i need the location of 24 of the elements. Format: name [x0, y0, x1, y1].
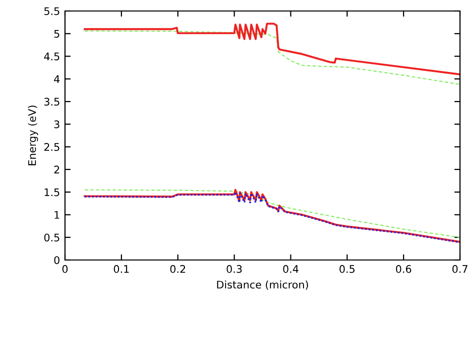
line-series — [84, 30, 460, 85]
y-tick-label: 1 — [54, 211, 60, 219]
y-tick-label: 0.5 — [44, 234, 60, 242]
line-series — [84, 22, 460, 76]
x-tick-label: 0 — [62, 265, 68, 273]
y-axis-title: Energy (eV) — [28, 106, 38, 166]
x-tick-label: 0.1 — [114, 265, 129, 273]
y-tick-label: 2.5 — [44, 143, 60, 151]
y-tick-label: 4.5 — [44, 52, 60, 60]
y-tick-label: 2 — [54, 166, 60, 174]
x-axis-title: Distance (micron) — [217, 280, 308, 290]
x-tick-label: 0.7 — [452, 265, 468, 273]
y-tick-label: 4 — [54, 75, 60, 83]
x-tick-label: 0.4 — [283, 265, 298, 273]
y-tick-label: 3 — [54, 120, 60, 128]
y-tick-label: 0 — [54, 256, 60, 264]
y-tick-label: 5 — [54, 30, 60, 38]
x-tick-label: 0.6 — [396, 265, 412, 273]
y-tick-label: 3.5 — [44, 98, 60, 106]
y-tick-label: 1.5 — [44, 188, 60, 196]
x-tick-label: 0.3 — [226, 265, 242, 273]
x-tick-label: 0.5 — [340, 265, 355, 273]
y-tick-label: 5.5 — [44, 7, 60, 16]
x-tick-label: 0.2 — [170, 265, 186, 273]
